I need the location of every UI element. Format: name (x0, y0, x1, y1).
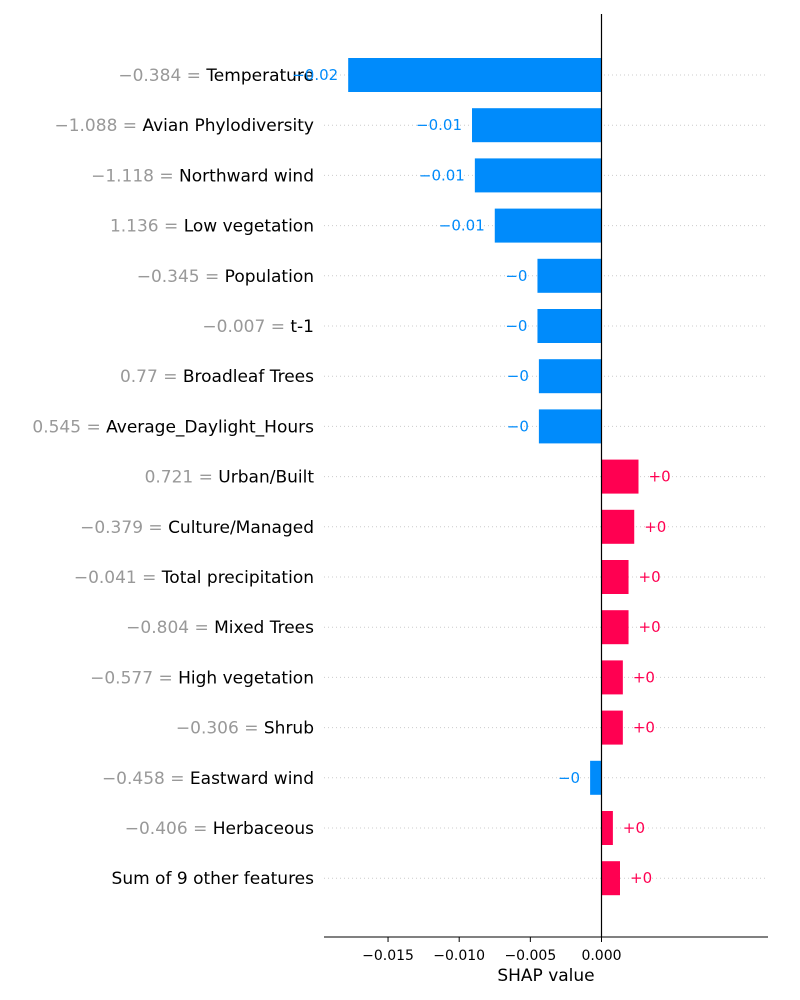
feature-label: −0.345 = Population (137, 267, 314, 287)
feature-label: −1.118 = Northward wind (91, 166, 314, 186)
x-tick-label: −0.015 (362, 948, 414, 964)
feature-label: 0.545 = Average_Daylight_Hours (32, 417, 314, 437)
bar-value-label: −0.01 (416, 116, 462, 134)
bar-value-labels: −0.02 −0.01 −0.01 −0.01 −0 −0 −0 −0 +0 +0 +0 +0 +0 +0… (292, 66, 670, 887)
feature-value: −0.041 = (74, 568, 162, 588)
feature-label: −0.306 = Shrub (176, 719, 314, 739)
feature-value: −1.088 = (54, 116, 142, 136)
bar-value-label: +0 (639, 568, 661, 586)
feature-value: 0.721 = (145, 468, 219, 488)
feature-value: −0.577 = (90, 668, 178, 688)
bar-value-label: −0 (505, 267, 527, 285)
bar-value-label: −0 (507, 417, 529, 435)
feature-name: Population (225, 267, 314, 287)
feature-name: Mixed Trees (214, 618, 314, 638)
feature-value: −0.007 = (202, 317, 290, 337)
feature-label: −0.041 = Total precipitation (74, 568, 314, 588)
feature-value: −0.406 = (125, 819, 213, 839)
bar (494, 208, 602, 243)
feature-name: Broadleaf Trees (183, 367, 314, 387)
bar (601, 660, 623, 695)
bar (601, 861, 620, 896)
bar (538, 409, 602, 444)
bar (538, 359, 602, 394)
feature-value: −0.345 = (137, 267, 225, 287)
bar-value-label: +0 (639, 618, 661, 636)
feature-label: −0.406 = Herbaceous (125, 819, 314, 839)
bar (601, 560, 629, 594)
feature-value: −0.458 = (102, 769, 190, 789)
feature-value: −1.118 = (91, 166, 179, 186)
bar-value-label: +0 (623, 819, 645, 837)
feature-labels: −0.384 = Temperature −1.088 = Avian Phylo… (32, 66, 314, 889)
feature-name: High vegetation (178, 668, 314, 688)
bar (537, 309, 602, 343)
feature-name: Herbaceous (213, 819, 314, 839)
bars (348, 58, 639, 896)
x-tick-label: −0.005 (504, 948, 556, 964)
feature-name: Culture/Managed (168, 518, 314, 538)
bar-value-label: −0.01 (419, 166, 465, 184)
feature-name: Low vegetation (184, 217, 314, 237)
feature-name: Northward wind (179, 166, 314, 186)
bar-value-label: −0 (507, 367, 529, 385)
feature-value: −0.306 = (176, 719, 264, 739)
feature-name: Temperature (205, 66, 314, 86)
feature-label: −0.379 = Culture/Managed (80, 518, 314, 538)
bar (348, 58, 602, 92)
bar-value-label: −0.02 (292, 66, 338, 84)
feature-value: −0.384 = (118, 66, 206, 86)
bar (601, 710, 623, 745)
feature-name: Total precipitation (161, 568, 314, 588)
feature-name: Shrub (264, 719, 314, 739)
feature-label: −0.458 = Eastward wind (102, 769, 314, 789)
feature-label: −0.384 = Temperature (118, 66, 314, 86)
feature-value: 0.77 = (120, 367, 183, 387)
feature-label: −1.088 = Avian Phylodiversity (54, 116, 314, 136)
bar-value-label: −0.01 (439, 217, 485, 235)
feature-name: Sum of 9 other features (112, 869, 315, 889)
bar (601, 509, 635, 544)
bar (601, 459, 639, 494)
feature-value: −0.379 = (80, 518, 168, 538)
feature-value: 0.545 = (32, 417, 106, 437)
bar-value-label: +0 (649, 468, 671, 486)
bar-value-label: +0 (633, 719, 655, 737)
feature-label: 0.77 = Broadleaf Trees (120, 367, 314, 387)
feature-name: t-1 (290, 317, 314, 337)
x-axis-title: SHAP value (497, 966, 594, 986)
bar-value-label: −0 (505, 317, 527, 335)
bar-value-label: +0 (644, 518, 666, 536)
feature-value: 1.136 = (110, 217, 184, 237)
bar-value-label: −0 (558, 769, 580, 787)
feature-label: Sum of 9 other features (112, 869, 315, 889)
x-axis: −0.015 −0.010 −0.005 0.000 (324, 936, 768, 964)
grid-lines (324, 74, 768, 879)
feature-label: −0.804 = Mixed Trees (126, 618, 314, 638)
bar (590, 760, 602, 795)
x-tick-label: 0.000 (581, 948, 621, 964)
feature-name: Avian Phylodiversity (142, 116, 314, 136)
feature-label: 0.721 = Urban/Built (145, 468, 315, 488)
feature-name: Urban/Built (218, 468, 314, 488)
feature-label: −0.577 = High vegetation (90, 668, 314, 688)
feature-name: Average_Daylight_Hours (106, 417, 314, 437)
feature-label: −0.007 = t-1 (202, 317, 314, 337)
bar (601, 610, 629, 645)
bar (601, 811, 613, 845)
bar (472, 108, 602, 143)
bar-value-label: +0 (630, 869, 652, 887)
x-tick-label: −0.010 (433, 948, 485, 964)
bar (537, 258, 602, 293)
bar-value-label: +0 (633, 668, 655, 686)
bar (474, 158, 602, 193)
feature-name: Eastward wind (190, 769, 314, 789)
feature-value: −0.804 = (126, 618, 214, 638)
feature-label: 1.136 = Low vegetation (110, 217, 314, 237)
